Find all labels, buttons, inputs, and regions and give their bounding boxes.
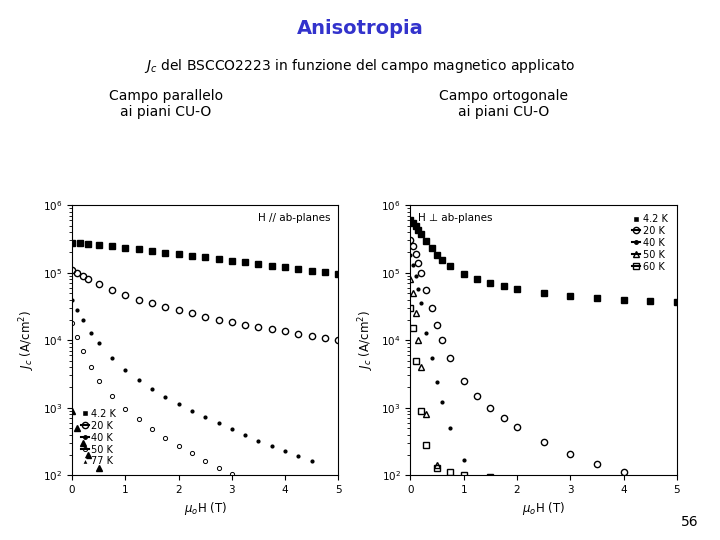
Text: Campo ortogonale
ai piani CU-O: Campo ortogonale ai piani CU-O <box>439 89 569 119</box>
X-axis label: $\mu_o$H (T): $\mu_o$H (T) <box>184 501 227 517</box>
X-axis label: $\mu_o$H (T): $\mu_o$H (T) <box>522 501 565 517</box>
Text: $J_c$ del BSCCO2223 in funzione del campo magnetico applicato: $J_c$ del BSCCO2223 in funzione del camp… <box>144 57 576 75</box>
Y-axis label: $J_c$ (A/cm$^2$): $J_c$ (A/cm$^2$) <box>17 310 37 370</box>
Text: H // ab-planes: H // ab-planes <box>258 213 330 224</box>
Text: 56: 56 <box>681 515 698 529</box>
Y-axis label: $J_c$ (A/cm$^2$): $J_c$ (A/cm$^2$) <box>356 310 376 370</box>
Legend: 4.2 K, 20 K, 40 K, 50 K, 77 K: 4.2 K, 20 K, 40 K, 50 K, 77 K <box>77 405 120 470</box>
Text: Anisotropia: Anisotropia <box>297 19 423 38</box>
Legend: 4.2 K, 20 K, 40 K, 50 K, 60 K: 4.2 K, 20 K, 40 K, 50 K, 60 K <box>629 210 672 275</box>
Text: H ⊥ ab-planes: H ⊥ ab-planes <box>418 213 493 224</box>
Text: Campo parallelo
ai piani CU-O: Campo parallelo ai piani CU-O <box>109 89 222 119</box>
